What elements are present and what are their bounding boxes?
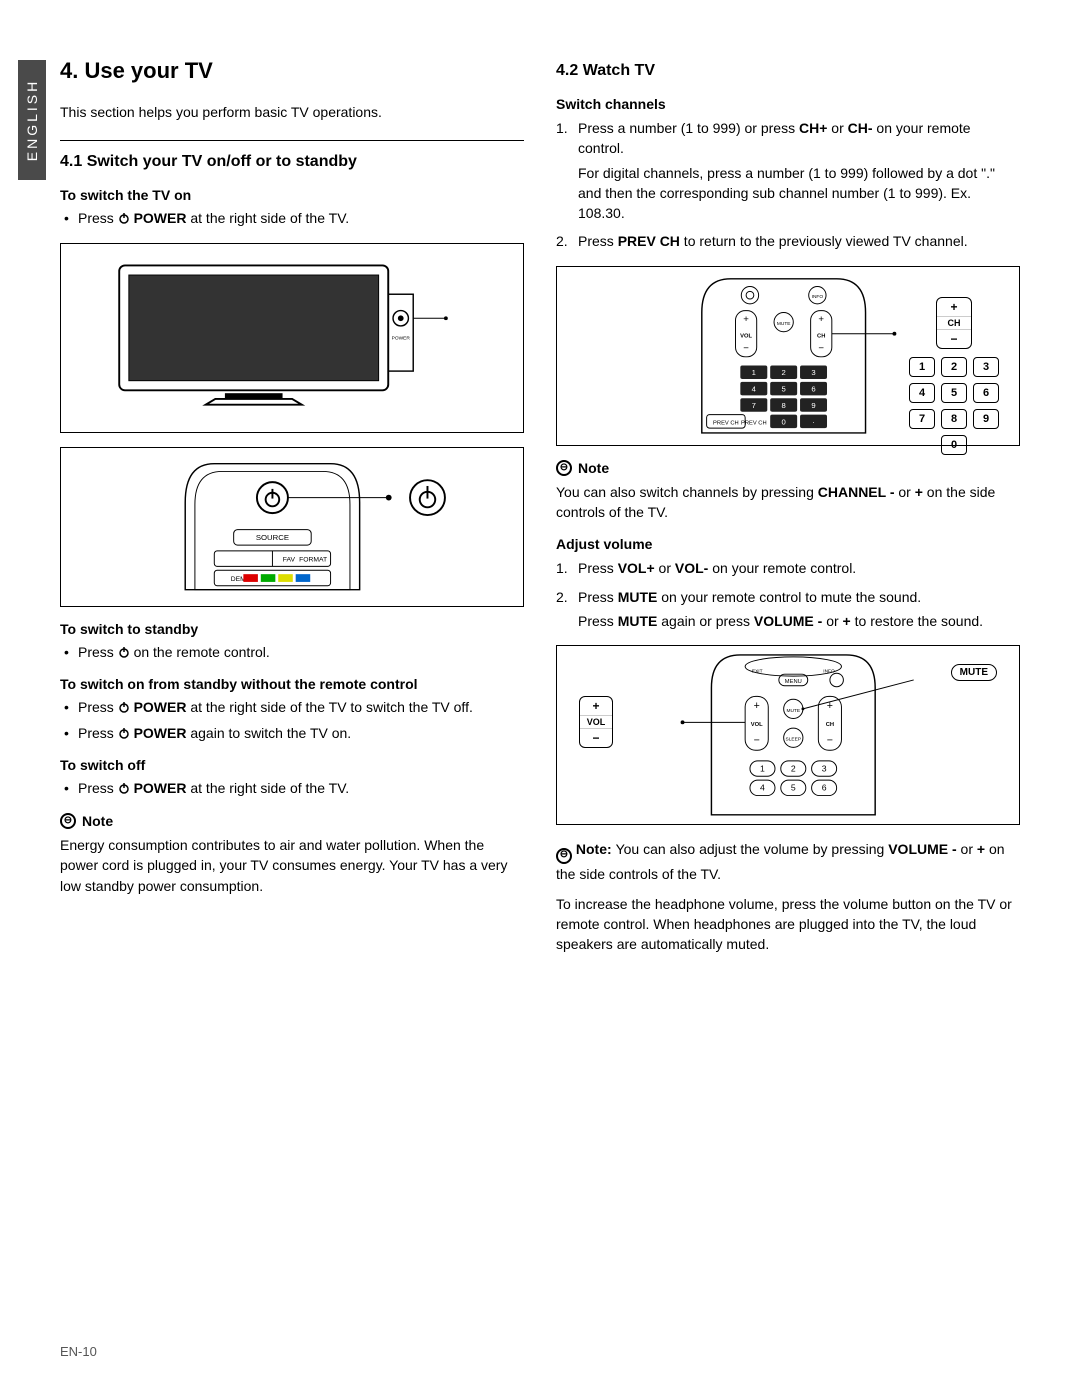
power-icon — [118, 212, 130, 224]
svg-text:PREV CH: PREV CH — [713, 420, 739, 426]
switch-on-bullet: Press POWER at the right side of the TV. — [60, 209, 524, 229]
svg-text:2: 2 — [781, 368, 785, 377]
figure-remote-volume: MENU EXIT INFO + VOL − MUTE SLEEP + CH − — [556, 645, 1020, 825]
from-standby-heading: To switch on from standby without the re… — [60, 676, 524, 692]
power-label: POWER — [391, 336, 410, 342]
vol-callout: + VOL − — [579, 696, 613, 748]
svg-text:VOL: VOL — [750, 723, 762, 729]
svg-text:SOURCE: SOURCE — [256, 533, 289, 542]
ch-rocker: + CH − — [936, 297, 972, 349]
svg-text:8: 8 — [781, 401, 785, 410]
intro-text: This section helps you perform basic TV … — [60, 104, 524, 120]
power-icon — [118, 727, 130, 739]
main-heading: 4. Use your TV — [60, 58, 524, 84]
svg-text:1: 1 — [751, 368, 755, 377]
num-grid: 123 456 789 0 — [909, 357, 999, 455]
svg-text:3: 3 — [811, 368, 815, 377]
note-body-41: Energy consumption contributes to air an… — [60, 835, 524, 896]
svg-text:SLEEP: SLEEP — [785, 737, 800, 743]
svg-text:CH: CH — [817, 333, 825, 339]
svg-text:−: − — [753, 735, 759, 747]
svg-text:+: + — [826, 700, 832, 712]
svg-text:−: − — [818, 343, 824, 354]
svg-text:MUTE: MUTE — [776, 321, 790, 327]
svg-text:6: 6 — [821, 783, 826, 793]
note-heading-42a: ⊖ Note — [556, 460, 1020, 476]
note-icon: ⊖ — [60, 813, 76, 829]
figure-remote-power: SOURCE FAV FORMAT DEMO — [60, 447, 524, 607]
divider — [60, 140, 524, 141]
note-body-42a: You can also switch channels by pressing… — [556, 482, 1020, 523]
section-4-2-heading: 4.2 Watch TV — [556, 62, 1020, 80]
figure-remote-channels: INFO + VOL − MUTE + CH − — [556, 266, 1020, 446]
page-number: EN-10 — [60, 1344, 97, 1359]
language-tab-label: ENGLISH — [24, 79, 40, 161]
power-icon — [118, 701, 130, 713]
svg-text:+: + — [743, 314, 749, 325]
svg-text:−: − — [743, 343, 749, 354]
svg-text:CH: CH — [825, 723, 833, 729]
svg-text:3: 3 — [821, 764, 826, 774]
svg-text:+: + — [753, 700, 759, 712]
switch-on-heading: To switch the TV on — [60, 187, 524, 203]
from-standby-b1: Press POWER at the right side of the TV … — [60, 698, 524, 718]
note2-42: ⊖ Note: You can also adjust the volume b… — [556, 839, 1020, 884]
note-heading-41: ⊖ Note — [60, 813, 524, 829]
standby-bullet: Press on the remote control. — [60, 643, 524, 663]
ch-step-1: 1. Press a number (1 to 999) or press CH… — [556, 118, 1020, 223]
svg-text:INFO: INFO — [823, 669, 835, 675]
keypad-callout: + CH − 123 456 789 0 — [909, 297, 999, 455]
vol-step-2: 2. Press MUTE on your remote control to … — [556, 587, 1020, 632]
svg-text:FAV: FAV — [283, 556, 296, 563]
svg-text:FORMAT: FORMAT — [299, 556, 327, 563]
svg-text:4: 4 — [751, 384, 756, 393]
svg-text:2: 2 — [790, 764, 795, 774]
section-4-1-heading: 4.1 Switch your TV on/off or to standby — [60, 153, 524, 171]
adjust-volume-heading: Adjust volume — [556, 536, 1020, 552]
svg-text:5: 5 — [790, 783, 795, 793]
svg-text:5: 5 — [781, 384, 785, 393]
svg-text:INFO: INFO — [811, 294, 823, 300]
power-icon — [118, 646, 130, 658]
svg-text:−: − — [826, 735, 832, 747]
svg-text:MUTE: MUTE — [786, 708, 800, 714]
note-icon: ⊖ — [556, 460, 572, 476]
svg-text:EXIT: EXIT — [751, 669, 762, 675]
tv-illustration: POWER — [100, 251, 484, 424]
switch-channels-heading: Switch channels — [556, 96, 1020, 112]
page-content: 4. Use your TV This section helps you pe… — [0, 0, 1080, 1005]
svg-text:7: 7 — [751, 401, 755, 410]
from-standby-b2: Press POWER again to switch the TV on. — [60, 724, 524, 744]
svg-text:0: 0 — [781, 417, 785, 426]
vol-step-1: 1. Press VOL+ or VOL- on your remote con… — [556, 558, 1020, 578]
figure-tv: POWER — [60, 243, 524, 433]
standby-heading: To switch to standby — [60, 621, 524, 637]
remote-vol-illustration: MENU EXIT INFO + VOL − MUTE SLEEP + CH − — [644, 653, 933, 817]
remote-top-illustration: SOURCE FAV FORMAT DEMO — [98, 454, 486, 599]
remote-ch-illustration: INFO + VOL − MUTE + CH − — [644, 274, 933, 438]
switch-off-heading: To switch off — [60, 757, 524, 773]
left-column: 4. Use your TV This section helps you pe… — [60, 58, 524, 965]
svg-text:PREV CH: PREV CH — [741, 420, 767, 426]
svg-text:4: 4 — [760, 783, 765, 793]
svg-text:1: 1 — [760, 764, 765, 774]
svg-text:+: + — [818, 314, 824, 325]
note-icon: ⊖ — [556, 848, 572, 864]
language-tab: ENGLISH — [18, 60, 46, 180]
svg-text:·: · — [812, 417, 815, 426]
power-icon — [118, 782, 130, 794]
svg-text:6: 6 — [811, 384, 815, 393]
svg-text:MENU: MENU — [784, 679, 801, 685]
switch-off-bullet: Press POWER at the right side of the TV. — [60, 779, 524, 799]
svg-text:9: 9 — [811, 401, 815, 410]
right-column: 4.2 Watch TV Switch channels 1. Press a … — [556, 58, 1020, 965]
ch-step-2: 2. Press PREV CH to return to the previo… — [556, 231, 1020, 251]
headphone-text: To increase the headphone volume, press … — [556, 894, 1020, 955]
mute-callout: MUTE — [951, 664, 997, 681]
svg-text:VOL: VOL — [740, 333, 752, 339]
